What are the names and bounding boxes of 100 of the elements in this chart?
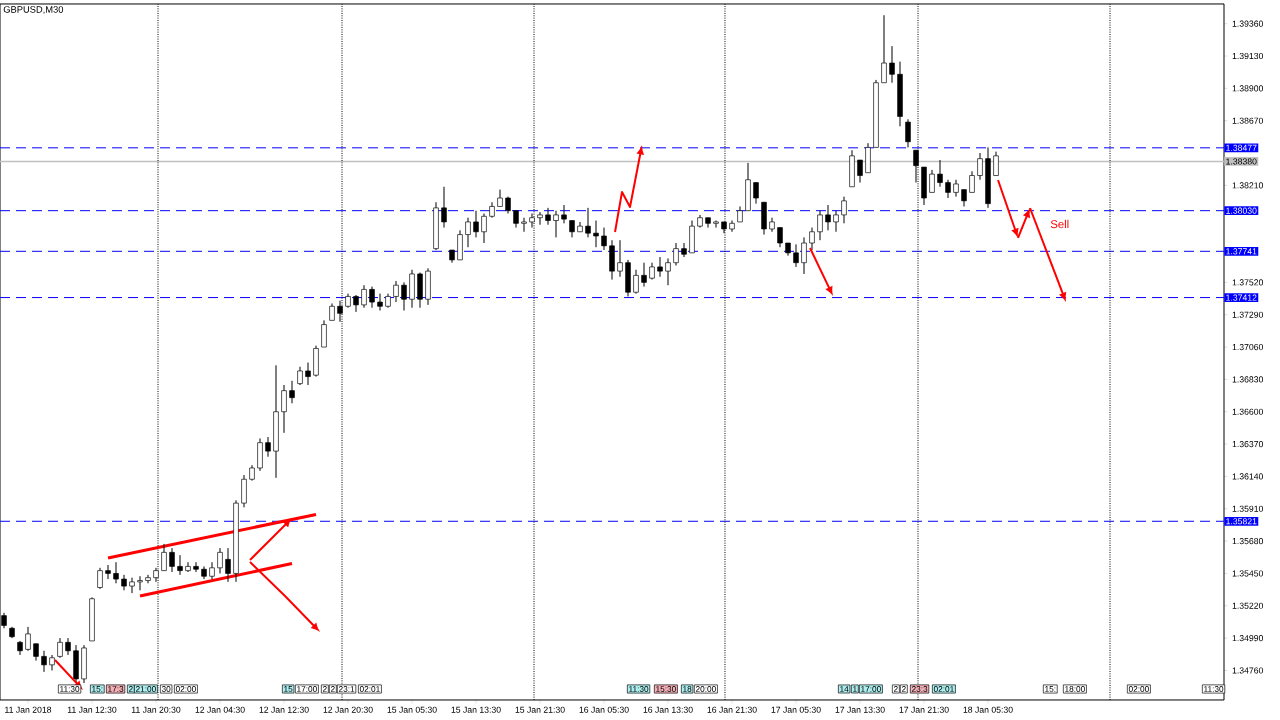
x-tick-label: 16 Jan 13:30 (643, 706, 693, 713)
candlestick (601, 227, 607, 251)
annotation: 18:00 (1065, 686, 1085, 692)
x-tick-label: 11 Jan 12:30 (67, 706, 117, 713)
y-tick-label: 1.38210 (1232, 182, 1264, 189)
candlestick (105, 564, 111, 580)
candlestick (753, 182, 759, 205)
candlestick (641, 262, 647, 288)
candlestick (441, 186, 447, 229)
candlestick (465, 217, 471, 248)
ref-line-label: 1.35821 (1226, 518, 1257, 525)
x-tick-label: 11 Jan 2018 (5, 706, 52, 713)
ref-line-label: 1.38030 (1226, 207, 1257, 214)
candlestick (289, 380, 295, 404)
candlestick (481, 212, 487, 244)
annotation: 11:30 (1204, 686, 1224, 692)
candlestick (889, 45, 895, 84)
x-tick-label: 12 Jan 20:30 (323, 706, 373, 713)
y-tick-label: 1.35680 (1232, 538, 1264, 545)
annotation: 17:00 (861, 686, 881, 692)
candlestick (377, 293, 383, 311)
candlestick (673, 242, 679, 267)
y-tick-label: 1.35450 (1232, 570, 1264, 577)
candlestick (937, 159, 943, 188)
candlestick (793, 243, 799, 268)
candlestick (57, 637, 63, 659)
candlestick (321, 319, 327, 348)
candlestick (945, 179, 951, 199)
annotation: 14 (840, 686, 849, 692)
annotation: 15: (92, 686, 103, 692)
candlestick (241, 474, 247, 508)
annotation: 02:01 (933, 686, 954, 692)
y-tick-label: 1.36140 (1232, 473, 1264, 480)
y-tick-label: 1.37060 (1232, 344, 1264, 351)
annotation: 2 (128, 686, 133, 692)
candlestick (929, 169, 935, 193)
candlestick (841, 196, 847, 224)
annotation: 30 (161, 686, 171, 692)
ref-line-label: 1.37412 (1226, 294, 1257, 301)
annotation: 2 (330, 686, 335, 692)
y-tick-label: 1.37520 (1232, 279, 1264, 286)
annotation: Sell (1050, 219, 1069, 229)
x-tick-label: 15 Jan 21:30 (515, 706, 565, 713)
candlestick (137, 575, 143, 591)
candlestick (65, 637, 71, 656)
candlestick (305, 362, 311, 386)
annotation: 15: (1045, 686, 1056, 692)
y-tick-label: 1.35910 (1232, 505, 1264, 512)
annotation: 2 (901, 686, 906, 692)
candlestick (145, 574, 151, 584)
candlestick (361, 284, 367, 309)
y-tick-label: 1.36370 (1232, 441, 1264, 448)
y-tick-label: 1.36600 (1232, 408, 1264, 415)
candlestick (225, 547, 231, 583)
candlestick (553, 210, 559, 238)
annotation: 1 (853, 686, 857, 692)
x-tick-label: 18 Jan 05:30 (963, 706, 1013, 713)
candlestick (185, 561, 191, 573)
candlestick (825, 204, 831, 231)
x-tick-label: 15 Jan 05:30 (387, 706, 437, 713)
candlestick (129, 577, 135, 594)
annotation: 11:30 (60, 686, 80, 692)
candlestick (593, 220, 599, 248)
y-tick-label: 1.34990 (1232, 635, 1264, 642)
y-tick-label: 1.39360 (1232, 20, 1264, 27)
candlestick (977, 152, 983, 181)
candlestick (657, 256, 663, 278)
candlestick (537, 211, 543, 226)
annotation: 15:30 (656, 686, 676, 692)
candlestick (545, 207, 551, 226)
candlestick (681, 242, 687, 258)
annotation: 17:00 (297, 686, 317, 692)
x-tick-label: 17 Jan 05:30 (771, 706, 821, 713)
x-tick-label: 12 Jan 04:30 (195, 706, 245, 713)
candlestick (297, 366, 303, 386)
candlestick (665, 257, 671, 286)
x-tick-label: 17 Jan 21:30 (899, 706, 949, 713)
y-tick-label: 1.39130 (1232, 52, 1264, 60)
candlestick (401, 281, 407, 311)
annotation: 15 (284, 686, 293, 692)
annotation: 23:1 (338, 686, 355, 692)
y-tick-label: 1.37290 (1232, 311, 1264, 318)
candlestick (161, 543, 167, 572)
candlestick (265, 436, 271, 458)
candlestick (41, 650, 47, 673)
y-tick-label: 1.38900 (1232, 85, 1264, 92)
annotation: 18 (683, 686, 692, 692)
candlestick (561, 204, 567, 224)
candlestick (97, 567, 103, 590)
chart-title: GBPUSD,M30 (3, 6, 64, 14)
y-tick-label: 1.38670 (1232, 117, 1264, 124)
candlestick (25, 626, 31, 652)
candlestick (473, 210, 479, 238)
candlestick (281, 384, 287, 434)
candlestick (969, 170, 975, 193)
candlestick (801, 236, 807, 275)
candlestick (193, 561, 199, 573)
candlestick (49, 654, 55, 671)
candlestick (169, 547, 175, 573)
candlestick (905, 118, 911, 148)
